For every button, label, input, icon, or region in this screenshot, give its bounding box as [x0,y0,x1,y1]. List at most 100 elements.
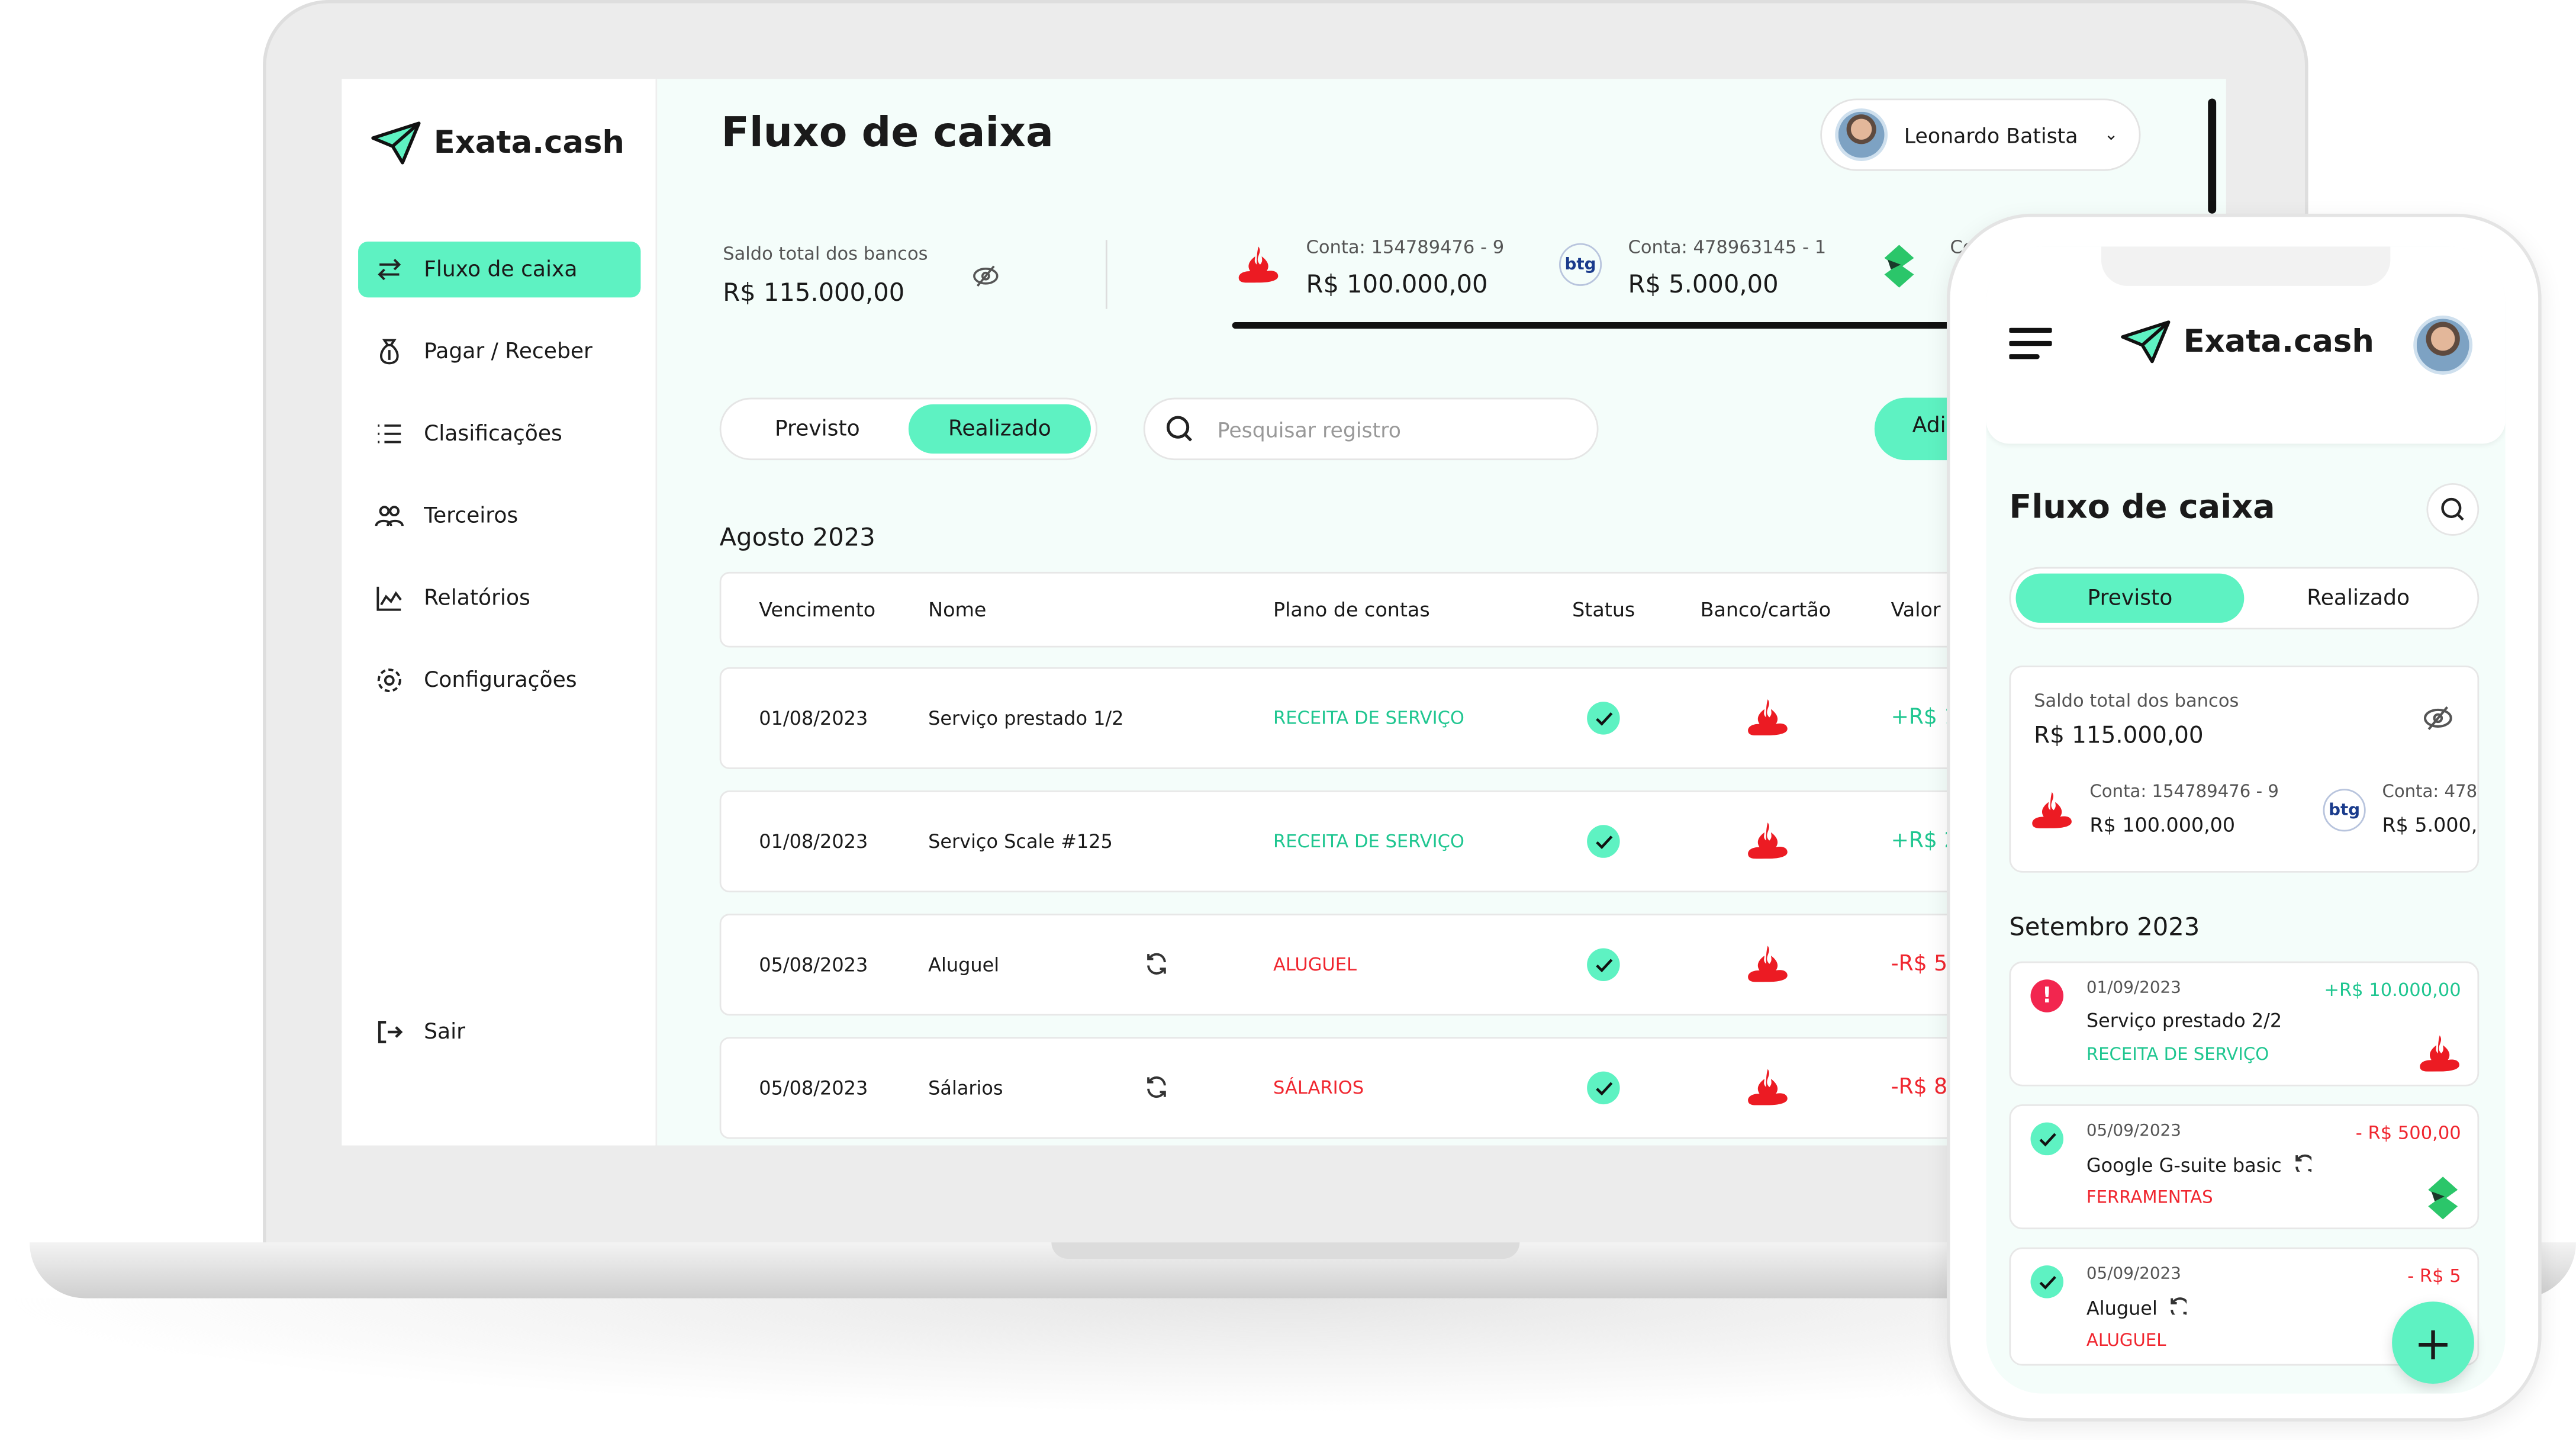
row-name: Serviço Scale #125 [928,830,1113,853]
check-icon [2030,1265,2064,1298]
mobile-tab-realizado[interactable]: Realizado [2307,586,2410,611]
tab-realizado[interactable]: Realizado [908,404,1091,454]
row-date: 01/08/2023 [759,830,868,853]
laptop-notch [1051,1242,1520,1259]
chart-icon [376,586,402,611]
check-icon [1587,702,1620,735]
user-menu[interactable]: Leonardo Batista ⌄ [1820,98,2141,171]
list-item[interactable]: 05/09/2023 Google G-suite basic FERRAMEN… [2009,1104,2480,1230]
view-toggle: Previsto Realizado [719,397,1098,461]
logo[interactable]: Exata.cash [371,121,624,165]
phone-frame: Exata.cash Fluxo de caixa Previsto Reali… [1946,213,2542,1422]
santander-logo-icon [2419,1035,2461,1078]
row-value: -R$ 8 [1891,1075,1948,1101]
desktop-app: Exata.cash Fluxo de caixa Pagar / Receber… [342,79,2226,1146]
account-card[interactable]: Conta: 154789476 - 9 R$ 100.000,00 [1237,233,1549,306]
user-name: Leonardo Batista [1904,122,2078,147]
search-placeholder: Pesquisar registro [1217,416,1401,442]
users-icon [375,506,404,526]
accounts-scrollbar[interactable] [1232,322,1955,329]
item-name: Google G-suite basic [2086,1153,2282,1176]
sidebar-item-5[interactable]: Configurações [358,652,640,708]
item-value: - R$ 5 [2407,1265,2461,1287]
column-header[interactable]: Banco/cartão [1700,598,1831,622]
sidebar-item-4[interactable]: Relatórios [358,570,640,626]
divider [1105,240,1107,309]
account-number: Conta: 478 [2382,782,2478,802]
sidebar: Exata.cash Fluxo de caixa Pagar / Receber… [342,79,658,1146]
table-row[interactable]: 01/08/2023 Serviço prestado 1/2 RECEITA … [719,667,1969,769]
mobile-view-toggle: Previsto Realizado [2009,567,2480,630]
item-value: - R$ 500,00 [2355,1122,2461,1144]
eye-off-icon[interactable] [973,263,999,289]
check-icon [2030,1122,2064,1156]
add-fab-button[interactable]: + [2392,1301,2474,1384]
column-header[interactable]: Vencimento [759,598,876,622]
paper-plane-icon [371,121,421,165]
column-header[interactable]: Plano de contas [1273,598,1430,622]
mobile-avatar[interactable] [2413,315,2473,375]
column-header[interactable]: Status [1572,598,1635,622]
paper-plane-icon [2121,320,2171,364]
hamburger-menu-icon[interactable] [2009,326,2052,362]
column-header[interactable]: Valor [1891,598,1941,622]
row-value: +R$ 2 [1891,829,1958,854]
balance-value: R$ 115.000,00 [723,278,905,308]
column-header[interactable]: Nome [928,598,987,622]
account-card[interactable]: btg Conta: 478 R$ 5.000, [2323,782,2506,848]
mobile-logo: Exata.cash [2121,320,2374,364]
account-balance: R$ 5.000,00 [1628,269,1779,300]
table-row[interactable]: 05/08/2023 Aluguel ALUGUEL -R$ 5 [719,914,1969,1016]
recurring-icon [1144,1074,1170,1105]
account-card[interactable]: Conta: 154789476 - 9 R$ 100.000,00 [2031,782,2310,848]
sidebar-item-2[interactable]: Clasificações [358,406,640,462]
sidebar-item-0[interactable]: Fluxo de caixa [358,241,641,298]
list-item[interactable]: ! 01/09/2023 Serviço prestado 2/2 RECEIT… [2009,961,2480,1087]
table-row[interactable]: 01/08/2023 Serviço Scale #125 RECEITA DE… [719,790,1969,893]
item-value: +R$ 10.000,00 [2324,979,2461,1001]
tab-previsto[interactable]: Previsto [774,416,860,442]
row-date: 05/08/2023 [759,1076,868,1100]
row-date: 01/08/2023 [759,706,868,730]
account-number: Conta: 154789476 - 9 [1306,236,1505,258]
btg-logo-text: btg [2323,789,2366,832]
sidebar-item-label: Pagar / Receber [424,339,593,364]
balance-label: Saldo total dos bancos [2034,690,2239,712]
santander-logo-icon [1746,696,1789,740]
santander-logo-icon [1746,819,1789,864]
account-balance: R$ 5.000, [2382,813,2478,837]
item-name: Aluguel [2086,1296,2158,1319]
santander-logo-icon [1237,246,1280,290]
eye-off-icon[interactable] [2422,703,2455,733]
check-icon [1587,948,1620,981]
santander-logo-icon [2031,792,2073,835]
money-bag-icon [379,339,399,365]
item-plan: ALUGUEL [2086,1331,2166,1351]
recurring-icon [2291,1152,2314,1177]
scrollbar[interactable] [2208,98,2217,214]
avatar [1835,108,1888,161]
table-row[interactable]: 05/08/2023 Sálarios SÁLARIOS -R$ 8 [719,1037,1969,1139]
santander-logo-icon [1746,943,1789,987]
logout-button[interactable]: Sair [358,1004,640,1060]
mobile-header: Exata.cash [1986,246,2506,444]
logout-icon [378,1021,403,1043]
row-value: -R$ 5 [1891,952,1948,978]
item-plan: RECEITA DE SERVIÇO [2086,1045,2269,1065]
table-header: Vencimento Nome Plano de contas Status Banco… [719,571,1969,648]
row-name: Serviço prestado 1/2 [928,706,1124,730]
page-title: Fluxo de caixa [721,108,1054,156]
row-name: Aluguel [928,953,1000,976]
account-card[interactable]: btg Conta: 478963145 - 1 R$ 5.000,00 [1559,233,1871,306]
recurring-icon [2167,1295,2190,1320]
mobile-search-button[interactable] [2426,483,2480,536]
santander-logo-icon [1746,1066,1789,1110]
search-input[interactable]: Pesquisar registro [1143,397,1599,461]
sidebar-item-3[interactable]: Terceiros [358,488,640,544]
sidebar-item-1[interactable]: Pagar / Receber [358,324,640,380]
sidebar-item-label: Relatórios [424,586,530,611]
mobile-tab-previsto[interactable]: Previsto [2015,573,2245,623]
item-date: 05/09/2023 [2086,1265,2181,1284]
row-plan: SÁLARIOS [1273,1077,1364,1099]
bank-logo-icon [2425,1177,2461,1228]
